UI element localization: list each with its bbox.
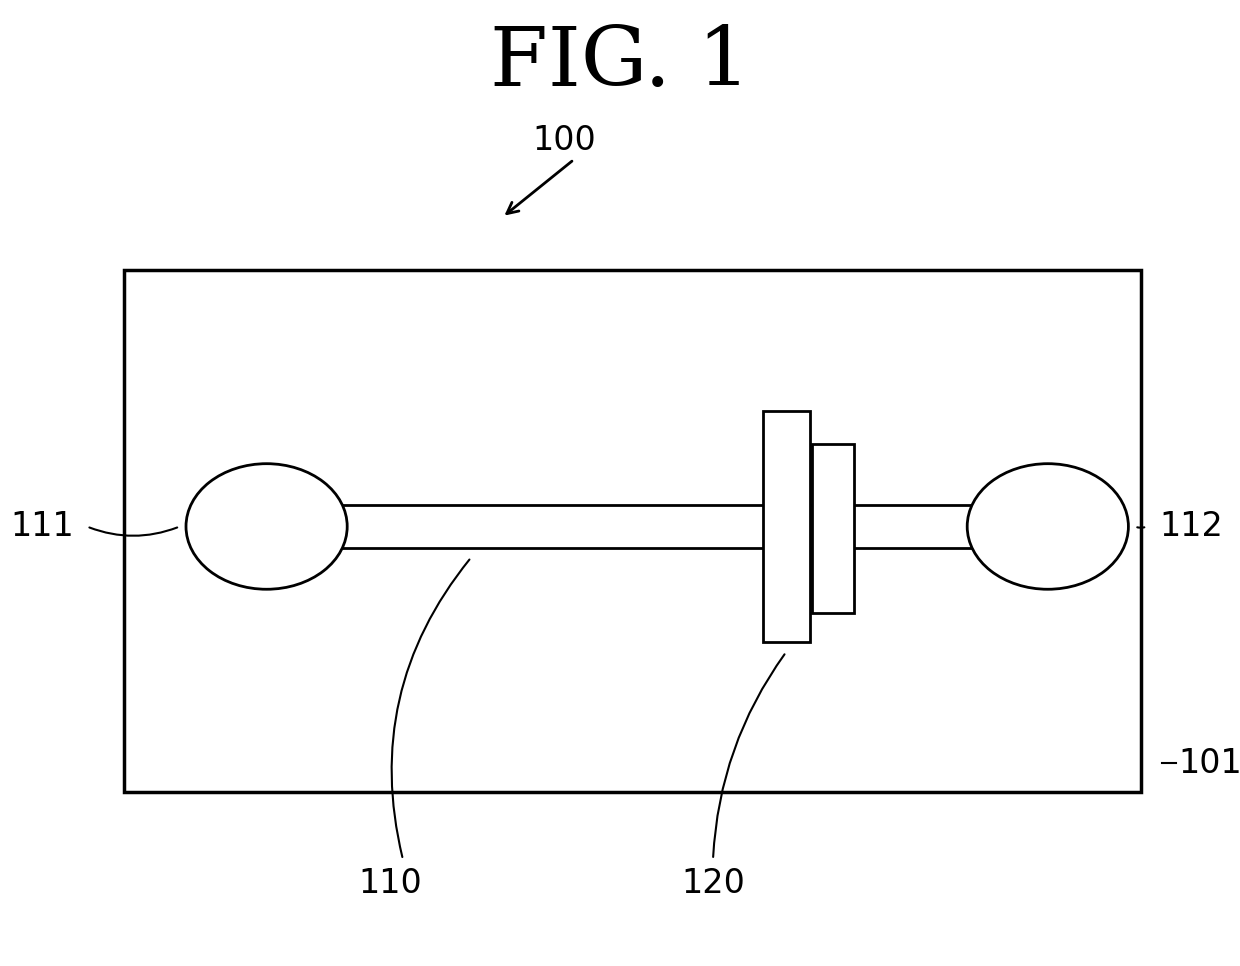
Circle shape [967, 464, 1128, 589]
Text: FIG. 1: FIG. 1 [490, 23, 750, 102]
Text: 111: 111 [11, 510, 74, 543]
Text: 110: 110 [358, 867, 423, 900]
Bar [812, 444, 854, 613]
Bar [124, 270, 1141, 792]
Text: 120: 120 [681, 867, 745, 900]
Bar [763, 411, 810, 642]
Text: 112: 112 [1159, 510, 1224, 543]
Circle shape [186, 464, 347, 589]
Text: 101: 101 [1178, 747, 1240, 780]
Text: 100: 100 [532, 124, 596, 156]
